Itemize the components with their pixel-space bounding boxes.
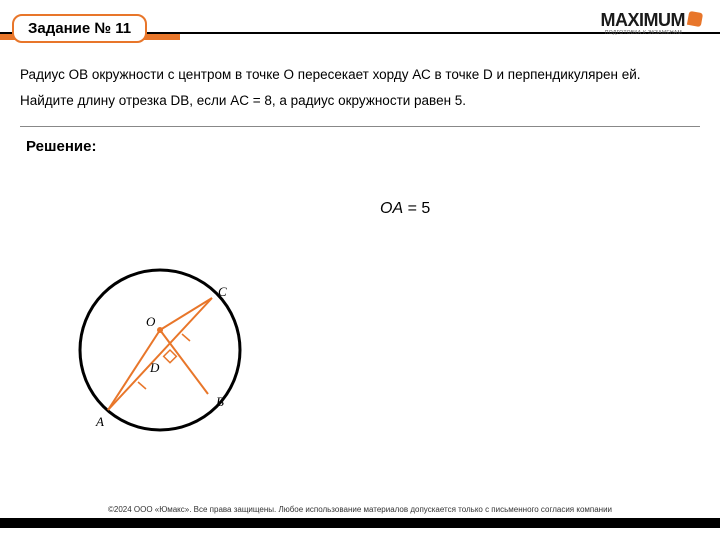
formula-lhs: OA bbox=[380, 200, 403, 217]
logo-text: MAXIMUM bbox=[601, 10, 686, 31]
solution-label: Решение: bbox=[26, 138, 96, 155]
problem-line1: Радиус ОВ окружности с центром в точке О… bbox=[20, 62, 700, 88]
circle-diagram: O A B C D bbox=[60, 250, 260, 450]
diagram-svg: O A B C D bbox=[60, 250, 260, 450]
svg-text:A: A bbox=[95, 414, 104, 429]
task-label: Задание № 11 bbox=[28, 20, 131, 37]
problem-divider bbox=[20, 126, 700, 127]
svg-text:B: B bbox=[216, 394, 224, 409]
task-badge: Задание № 11 bbox=[12, 14, 147, 43]
formula-rhs: = 5 bbox=[403, 200, 430, 217]
formula-oa: OA = 5 bbox=[380, 200, 430, 218]
problem-line2: Найдите длину отрезка DB, если AC = 8, а… bbox=[20, 88, 700, 114]
svg-text:C: C bbox=[218, 284, 227, 299]
svg-text:D: D bbox=[149, 360, 160, 375]
logo-subtitle: ПОДГОТОВКА К ЭКЗАМЕНАМ bbox=[605, 30, 682, 36]
svg-text:O: O bbox=[146, 314, 156, 329]
footer-bar bbox=[0, 518, 720, 528]
logo: MAXIMUM bbox=[601, 10, 703, 31]
problem-text: Радиус ОВ окружности с центром в точке О… bbox=[20, 62, 700, 113]
logo-mark-icon bbox=[687, 11, 703, 27]
copyright: ©2024 ООО «Юмакс». Все права защищены. Л… bbox=[0, 505, 720, 514]
